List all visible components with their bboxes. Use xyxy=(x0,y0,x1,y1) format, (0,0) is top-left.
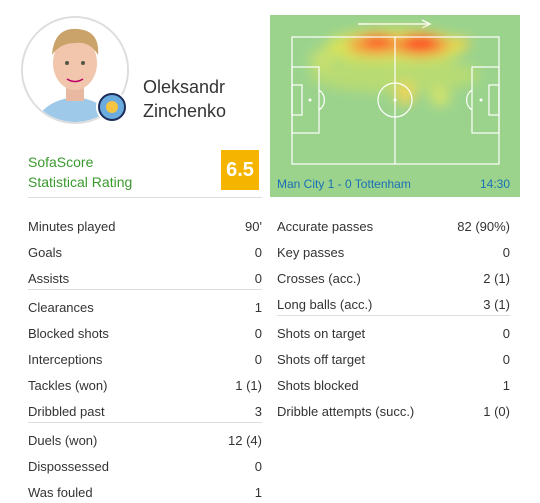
stat-label: Key passes xyxy=(277,245,345,260)
separator xyxy=(28,197,262,198)
separator xyxy=(28,422,262,423)
stat-row: Shots on target 0 xyxy=(277,324,510,344)
player-last-name: Zinchenko xyxy=(143,101,227,121)
stat-row: Crosses (acc.) 2 (1) xyxy=(277,269,510,289)
rating-label: SofaScore xyxy=(28,154,94,170)
stat-value: 1 xyxy=(254,485,262,500)
stat-label: Dribble attempts (succ.) xyxy=(277,404,415,419)
stat-row: Long balls (acc.) 3 (1) xyxy=(277,295,510,315)
heatmap xyxy=(270,15,520,197)
stat-row: Minutes played 90' xyxy=(28,217,262,237)
stat-value: 0 xyxy=(254,352,262,367)
stat-label: Interceptions xyxy=(28,352,103,367)
stat-label: Accurate passes xyxy=(277,219,374,234)
stat-row: Tackles (won) 1 (1) xyxy=(28,376,262,396)
avatar xyxy=(21,16,129,124)
stat-label: Goals xyxy=(28,245,62,260)
stat-label: Shots off target xyxy=(277,352,365,367)
stat-label: Was fouled xyxy=(28,485,93,500)
stat-row: Shots off target 0 xyxy=(277,350,510,370)
stat-value: 0 xyxy=(254,459,262,474)
stat-label: Assists xyxy=(28,271,70,286)
stat-row: Duels (won) 12 (4) xyxy=(28,431,262,451)
stat-label: Duels (won) xyxy=(28,433,98,448)
stat-value: 2 (1) xyxy=(483,271,510,286)
stat-label: Tackles (won) xyxy=(28,378,108,393)
stat-label: Dribbled past xyxy=(28,404,105,419)
stat-value: 1 (1) xyxy=(235,378,262,393)
stat-value: 12 (4) xyxy=(228,433,262,448)
stat-row: Interceptions 0 xyxy=(28,350,262,370)
stat-row: Accurate passes 82 (90%) xyxy=(277,217,510,237)
player-first-name: Oleksandr xyxy=(143,77,226,97)
stat-row: Was fouled 1 xyxy=(28,483,262,503)
match-time: 14:30 xyxy=(480,177,511,191)
stat-row: Assists 0 xyxy=(28,269,262,289)
stat-row: Dribbled past 3 xyxy=(28,402,262,422)
stat-value: 0 xyxy=(502,245,510,260)
stat-label: Shots on target xyxy=(277,326,366,341)
stat-value: 3 xyxy=(254,404,262,419)
match-score: Man City 1 - 0 Tottenham xyxy=(277,177,411,191)
stat-value: 3 (1) xyxy=(483,297,510,312)
stat-row: Clearances 1 xyxy=(28,298,262,318)
stat-value: 1 (0) xyxy=(483,404,510,419)
stat-value: 82 (90%) xyxy=(457,219,510,234)
stat-label: Clearances xyxy=(28,300,94,315)
rating-label: Statistical Rating xyxy=(28,174,133,190)
stat-value: 1 xyxy=(254,300,262,315)
stat-value: 1 xyxy=(502,378,510,393)
stat-row: Dispossessed 0 xyxy=(28,457,262,477)
stat-label: Crosses (acc.) xyxy=(277,271,361,286)
stat-label: Shots blocked xyxy=(277,378,359,393)
stat-row: Shots blocked 1 xyxy=(277,376,510,396)
stat-row: Blocked shots 0 xyxy=(28,324,262,344)
stat-label: Long balls (acc.) xyxy=(277,297,373,312)
stat-value: 0 xyxy=(254,271,262,286)
stat-value: 0 xyxy=(502,326,510,341)
stat-row: Dribble attempts (succ.) 1 (0) xyxy=(277,402,510,422)
stat-value: 0 xyxy=(502,352,510,367)
stat-label: Blocked shots xyxy=(28,326,109,341)
stat-row: Key passes 0 xyxy=(277,243,510,263)
separator xyxy=(277,315,510,316)
stat-label: Minutes played xyxy=(28,219,116,234)
stat-label: Dispossessed xyxy=(28,459,109,474)
stat-value: 0 xyxy=(254,326,262,341)
separator xyxy=(28,289,262,290)
stat-value: 90' xyxy=(245,219,262,234)
rating-badge: 6.5 xyxy=(221,150,259,190)
stat-value: 0 xyxy=(254,245,262,260)
stat-row: Goals 0 xyxy=(28,243,262,263)
